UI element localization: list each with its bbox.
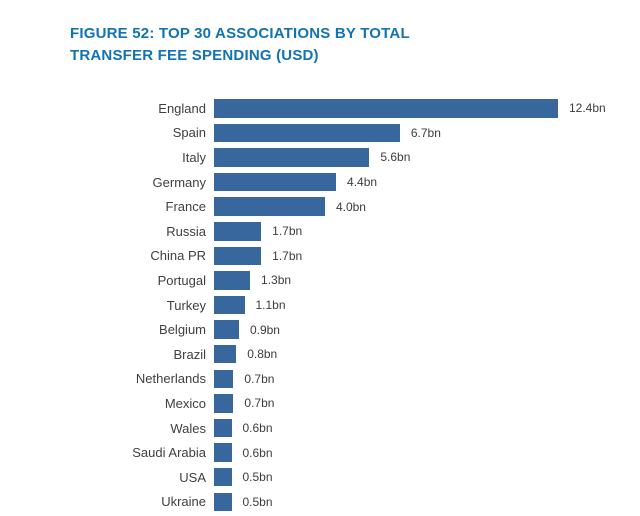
- category-label: Ukraine: [161, 494, 206, 510]
- bar-row: Saudi Arabia 0.6bn: [0, 440, 640, 465]
- category-label: China PR: [150, 248, 206, 264]
- category-label: Italy: [182, 149, 206, 165]
- bar-row: Portugal 1.3bn: [0, 268, 640, 293]
- bar: [214, 418, 232, 438]
- value-label: 0.7bn: [244, 396, 275, 411]
- category-label: England: [158, 100, 206, 116]
- value-label: 1.3bn: [261, 273, 292, 288]
- value-label: 4.0bn: [335, 199, 366, 214]
- category-label: France: [165, 199, 206, 215]
- bar-row: Russia 1.7bn: [0, 219, 640, 244]
- category-label: Russia: [166, 223, 206, 239]
- bar-row: France 4.0bn: [0, 194, 640, 219]
- category-label: Turkey: [166, 297, 206, 313]
- bar: [214, 369, 234, 389]
- category-label: Germany: [152, 174, 206, 190]
- value-label: 0.5bn: [242, 494, 273, 509]
- value-label: 6.7bn: [410, 125, 441, 140]
- bar-row: Turkey 1.1bn: [0, 293, 640, 318]
- bar-chart: England 12.4bn Spain 6.7bn Italy 5.6bn Germany…: [0, 96, 640, 516]
- bar-row: Belgium 0.9bn: [0, 317, 640, 342]
- category-label: Saudi Arabia: [132, 445, 206, 461]
- category-label: Wales: [170, 420, 206, 436]
- bar: [214, 320, 239, 339]
- bar: [214, 99, 558, 118]
- bar-row: Germany 4.4bn: [0, 170, 640, 195]
- bar: [214, 295, 245, 315]
- bar: [214, 172, 337, 192]
- figure-title-line2: TRANSFER FEE SPENDING (USD): [70, 47, 319, 64]
- value-label: 0.9bn: [249, 322, 280, 337]
- bar: [214, 467, 232, 487]
- bar: [214, 492, 232, 512]
- value-label: 0.6bn: [242, 445, 273, 460]
- value-label: 1.7bn: [272, 224, 303, 239]
- bar: [214, 222, 262, 241]
- value-label: 12.4bn: [568, 101, 606, 116]
- bar: [214, 148, 370, 167]
- value-label: 5.6bn: [380, 150, 411, 165]
- bar-row: Spain 6.7bn: [0, 121, 640, 146]
- bar-row: Ukraine 0.5bn: [0, 490, 640, 515]
- category-label: Portugal: [157, 272, 206, 288]
- bar-row: USA 0.5bn: [0, 465, 640, 490]
- category-label: Belgium: [159, 322, 206, 338]
- bar-row: Brazil 0.8bn: [0, 342, 640, 367]
- value-label: 0.6bn: [242, 421, 273, 436]
- bar: [214, 246, 262, 266]
- bar: [214, 271, 251, 290]
- value-label: 0.5bn: [242, 470, 273, 485]
- bar-row: England 12.4bn: [0, 96, 640, 121]
- category-label: Mexico: [164, 395, 206, 411]
- bar-row: Italy 5.6bn: [0, 145, 640, 170]
- bar-row: Wales 0.6bn: [0, 416, 640, 441]
- category-label: Spain: [172, 125, 206, 141]
- bar-row: Mexico 0.7bn: [0, 391, 640, 416]
- bar-row: Netherlands 0.7bn: [0, 367, 640, 392]
- figure-title: FIGURE 52: TOP 30 ASSOCIATIONS BY TOTAL …: [70, 23, 410, 67]
- value-label: 4.4bn: [347, 175, 378, 190]
- bar: [214, 443, 232, 462]
- value-label: 0.8bn: [247, 347, 278, 362]
- bar: [214, 123, 400, 143]
- bar: [214, 197, 325, 216]
- value-label: 1.7bn: [272, 248, 303, 263]
- value-label: 0.7bn: [244, 371, 275, 386]
- bar: [214, 344, 237, 364]
- value-label: 1.1bn: [255, 298, 286, 313]
- category-label: USA: [179, 469, 206, 485]
- figure-title-line1: FIGURE 52: TOP 30 ASSOCIATIONS BY TOTAL: [70, 25, 410, 42]
- category-label: Brazil: [173, 346, 206, 362]
- category-label: Netherlands: [135, 371, 206, 387]
- bar-row: China PR 1.7bn: [0, 244, 640, 269]
- bar: [214, 394, 234, 413]
